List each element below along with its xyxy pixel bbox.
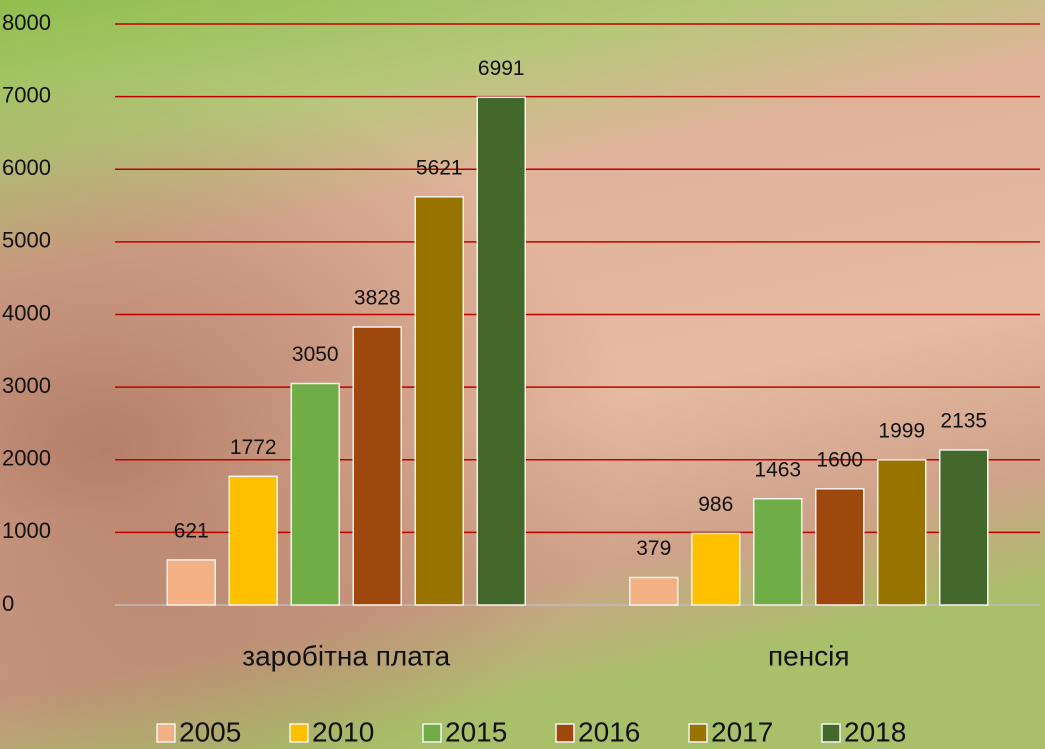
- bar: [816, 489, 864, 605]
- bar: [167, 560, 215, 605]
- legend-swatch: [689, 724, 707, 742]
- data-label: 5621: [416, 156, 463, 179]
- legend-label: 2005: [179, 716, 241, 747]
- y-tick-label: 5000: [2, 228, 51, 253]
- bar: [353, 327, 401, 605]
- legend-swatch: [157, 724, 175, 742]
- y-tick-label: 6000: [2, 155, 51, 180]
- data-label: 1772: [230, 436, 277, 459]
- bar: [630, 577, 678, 605]
- bar: [415, 197, 463, 605]
- legend-label: 2016: [578, 716, 640, 747]
- data-label: 621: [174, 519, 209, 542]
- legend-label: 2018: [844, 716, 906, 747]
- y-tick-label: 0: [2, 591, 14, 616]
- legend-label: 2017: [711, 716, 773, 747]
- legend-swatch: [822, 724, 840, 742]
- y-tick-label: 4000: [2, 300, 51, 325]
- legend-label: 2015: [445, 716, 507, 747]
- legend-swatch: [290, 724, 308, 742]
- chart: 0 1000 2000 3000 4000 5000 6000 7000 8000 заробіт…: [0, 0, 1045, 749]
- data-label: 6991: [478, 57, 525, 80]
- data-label: 379: [636, 537, 671, 560]
- legend-swatch: [423, 724, 441, 742]
- y-tick-label: 8000: [2, 10, 51, 35]
- x-tick-label: пенсія: [768, 640, 850, 671]
- legend-swatch: [556, 724, 574, 742]
- bar: [692, 533, 740, 605]
- data-label: 1600: [816, 448, 863, 471]
- data-label: 2135: [940, 409, 987, 432]
- bar: [477, 97, 525, 605]
- bar: [940, 450, 988, 605]
- data-label: 1999: [878, 419, 925, 442]
- y-tick-label: 1000: [2, 518, 51, 543]
- bar: [291, 383, 339, 605]
- y-tick-label: 3000: [2, 373, 51, 398]
- y-tick-label: 7000: [2, 82, 51, 107]
- data-label: 3828: [354, 287, 401, 310]
- bar: [229, 476, 277, 605]
- bar: [878, 460, 926, 605]
- x-tick-label: заробітна плата: [242, 640, 450, 671]
- data-label: 1463: [754, 458, 801, 481]
- legend-label: 2010: [312, 716, 374, 747]
- bar: [754, 499, 802, 605]
- data-label: 3050: [292, 343, 339, 366]
- data-label: 986: [698, 493, 733, 516]
- y-tick-label: 2000: [2, 446, 51, 471]
